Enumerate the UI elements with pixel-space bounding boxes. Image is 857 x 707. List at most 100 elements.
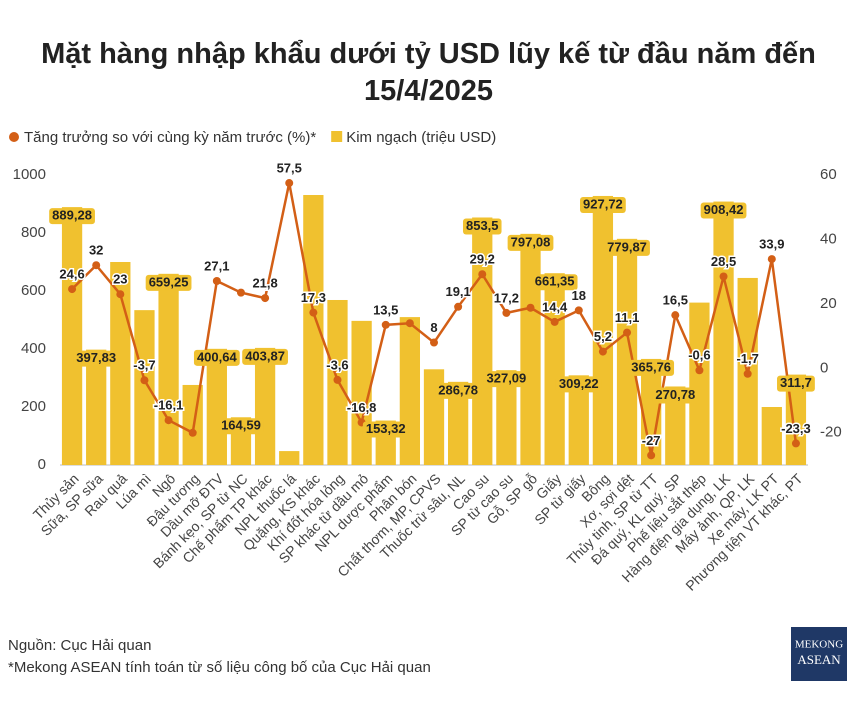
line-value-label: 14,4 xyxy=(542,299,568,314)
line-value-label: 17,2 xyxy=(494,290,519,305)
bar xyxy=(665,386,686,465)
bar-value-label: 779,87 xyxy=(607,239,647,254)
line-value-label: 5,2 xyxy=(594,329,612,344)
bar-value-label: 365,76 xyxy=(631,359,671,374)
bar-value-label: 286,78 xyxy=(438,382,478,397)
chart-title: Mặt hàng nhập khẩu dưới tỷ USD lũy kế từ… xyxy=(41,38,816,107)
line-value-label: -1,7 xyxy=(736,351,758,366)
label-box xyxy=(218,418,264,435)
point xyxy=(236,288,245,297)
point xyxy=(695,366,704,375)
point xyxy=(164,416,173,425)
label-box xyxy=(145,274,192,291)
y2-tick-label: -20 xyxy=(820,424,842,441)
point xyxy=(647,451,656,460)
line-value-label: -3,6 xyxy=(326,357,348,372)
bar-value-label: 908,42 xyxy=(704,202,744,217)
bar-value-label: 400,64 xyxy=(197,349,238,364)
bar xyxy=(616,238,638,465)
y-tick-label: 0 xyxy=(38,456,46,473)
point xyxy=(767,255,776,264)
logo-box xyxy=(791,627,847,681)
label-box xyxy=(507,234,554,251)
point xyxy=(719,272,728,281)
legend-label: Kim ngạch (triệu USD) xyxy=(346,129,496,146)
line-value-label: 18 xyxy=(572,288,586,303)
label-box xyxy=(362,421,409,438)
y-tick-label: 800 xyxy=(21,224,46,241)
label-box xyxy=(580,196,626,213)
bar xyxy=(592,195,614,466)
y-tick-label: 400 xyxy=(21,340,46,357)
point xyxy=(574,306,583,315)
point xyxy=(140,376,149,385)
line-value-label: 32 xyxy=(89,243,103,258)
y-tick-label: 1000 xyxy=(13,166,46,183)
y2-tick-label: 60 xyxy=(820,166,837,183)
point xyxy=(381,320,390,329)
bar xyxy=(641,358,662,465)
label-box xyxy=(242,348,288,365)
line-value-label: -27 xyxy=(642,433,661,448)
line-value-label: 13,5 xyxy=(373,302,398,317)
bar-value-label: 797,08 xyxy=(511,234,551,249)
bar-value-label: 659,25 xyxy=(149,274,189,289)
point xyxy=(623,328,632,337)
legend-marker xyxy=(9,132,19,142)
label-box xyxy=(531,274,578,291)
bar-value-label: 853,5 xyxy=(466,218,499,233)
bar-value-label: 397,83 xyxy=(76,350,116,365)
line-value-label: 29,2 xyxy=(470,252,495,267)
point xyxy=(502,308,511,317)
y2-tick-label: 20 xyxy=(820,295,837,312)
point xyxy=(743,369,752,378)
point xyxy=(333,375,342,384)
label-box xyxy=(604,239,650,256)
bar-value-label: 309,22 xyxy=(559,376,599,391)
point xyxy=(478,270,487,279)
point xyxy=(598,347,607,356)
point xyxy=(430,338,438,347)
line-value-label: 24,6 xyxy=(59,267,84,282)
point xyxy=(791,439,800,448)
point xyxy=(454,302,463,311)
point xyxy=(68,285,77,294)
point xyxy=(285,179,294,188)
line-value-label: 16,5 xyxy=(663,293,688,308)
bar xyxy=(544,273,565,465)
bar xyxy=(158,273,179,465)
bar-value-label: 661,35 xyxy=(535,274,575,289)
label-box xyxy=(49,208,95,225)
bar xyxy=(496,370,517,465)
bar-value-label: 164,59 xyxy=(221,418,261,433)
point xyxy=(526,303,535,312)
bar-value-label: 311,7 xyxy=(780,375,812,390)
logo-text: MEKONG xyxy=(795,639,843,651)
bar-value-label: 403,87 xyxy=(245,348,285,363)
bar-value-label: 153,32 xyxy=(366,421,406,436)
line-value-label: -0,6 xyxy=(688,348,710,363)
bar-value-label: 327,09 xyxy=(487,371,527,386)
line-value-label: 23 xyxy=(113,272,127,287)
point xyxy=(212,277,221,286)
y-tick-label: 200 xyxy=(21,398,46,415)
label-box xyxy=(193,349,240,366)
note: *Mekong ASEAN tính toán từ số liệu công … xyxy=(8,659,431,676)
point xyxy=(550,317,559,326)
point xyxy=(92,261,101,270)
bar xyxy=(303,195,324,465)
point xyxy=(116,290,125,299)
bar xyxy=(761,407,782,465)
point xyxy=(309,308,318,317)
bar xyxy=(568,375,589,465)
bar-value-label: 889,28 xyxy=(52,208,92,223)
line-value-label: 33,9 xyxy=(759,237,784,252)
bar xyxy=(399,317,421,465)
label-box xyxy=(555,376,602,393)
bar xyxy=(520,233,541,465)
line-value-label: 28,5 xyxy=(711,254,736,269)
label-box xyxy=(462,218,502,235)
line-value-label: 57,5 xyxy=(277,160,302,175)
